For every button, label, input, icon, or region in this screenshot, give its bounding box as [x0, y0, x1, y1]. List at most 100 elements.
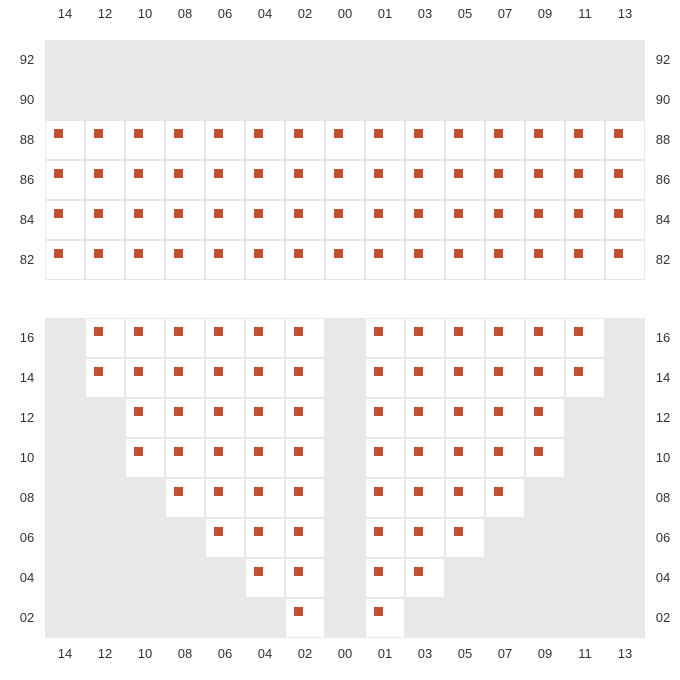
bot-seat-r04-c03[interactable] [405, 558, 445, 598]
bot-seat-r16-c08[interactable] [165, 318, 205, 358]
bot-seat-r02-c14[interactable] [45, 598, 85, 638]
top-seat-r84-c14[interactable] [45, 200, 85, 240]
bot-seat-r04-c04[interactable] [245, 558, 285, 598]
top-seat-r86-c03[interactable] [405, 160, 445, 200]
top-seat-r92-c14[interactable] [45, 40, 85, 80]
bot-seat-r02-c09[interactable] [525, 598, 565, 638]
top-seat-r84-c06[interactable] [205, 200, 245, 240]
top-seat-r86-c02[interactable] [285, 160, 325, 200]
bot-seat-r04-c10[interactable] [125, 558, 165, 598]
bot-seat-r16-c10[interactable] [125, 318, 165, 358]
bot-seat-r10-c02[interactable] [285, 438, 325, 478]
top-seat-r92-c01[interactable] [365, 40, 405, 80]
bot-seat-r04-c00[interactable] [325, 558, 365, 598]
top-seat-r84-c04[interactable] [245, 200, 285, 240]
bot-seat-r14-c01[interactable] [365, 358, 405, 398]
top-seat-r90-c14[interactable] [45, 80, 85, 120]
bot-seat-r16-c05[interactable] [445, 318, 485, 358]
bot-seat-r10-c09[interactable] [525, 438, 565, 478]
top-seat-r88-c07[interactable] [485, 120, 525, 160]
bot-seat-r16-c04[interactable] [245, 318, 285, 358]
top-seat-r92-c00[interactable] [325, 40, 365, 80]
top-seat-r92-c12[interactable] [85, 40, 125, 80]
bot-seat-r10-c11[interactable] [565, 438, 605, 478]
bot-seat-r06-c07[interactable] [485, 518, 525, 558]
bot-seat-r12-c02[interactable] [285, 398, 325, 438]
bot-seat-r04-c11[interactable] [565, 558, 605, 598]
top-seat-r88-c13[interactable] [605, 120, 645, 160]
top-seat-r82-c07[interactable] [485, 240, 525, 280]
top-seat-r90-c05[interactable] [445, 80, 485, 120]
bot-seat-r12-c11[interactable] [565, 398, 605, 438]
bot-seat-r14-c09[interactable] [525, 358, 565, 398]
top-seat-r92-c07[interactable] [485, 40, 525, 80]
bot-seat-r12-c09[interactable] [525, 398, 565, 438]
top-seat-r88-c06[interactable] [205, 120, 245, 160]
bot-seat-r14-c03[interactable] [405, 358, 445, 398]
bot-seat-r14-c05[interactable] [445, 358, 485, 398]
top-seat-r82-c12[interactable] [85, 240, 125, 280]
top-seat-r92-c13[interactable] [605, 40, 645, 80]
top-seat-r86-c14[interactable] [45, 160, 85, 200]
bot-seat-r14-c13[interactable] [605, 358, 645, 398]
top-seat-r86-c07[interactable] [485, 160, 525, 200]
bot-seat-r02-c13[interactable] [605, 598, 645, 638]
bot-seat-r08-c03[interactable] [405, 478, 445, 518]
bot-seat-r10-c04[interactable] [245, 438, 285, 478]
bot-seat-r12-c03[interactable] [405, 398, 445, 438]
top-seat-r90-c12[interactable] [85, 80, 125, 120]
bot-seat-r08-c01[interactable] [365, 478, 405, 518]
top-seat-r88-c04[interactable] [245, 120, 285, 160]
bot-seat-r04-c02[interactable] [285, 558, 325, 598]
bot-seat-r04-c09[interactable] [525, 558, 565, 598]
bot-seat-r02-c12[interactable] [85, 598, 125, 638]
bot-seat-r08-c10[interactable] [125, 478, 165, 518]
bot-seat-r10-c10[interactable] [125, 438, 165, 478]
top-seat-r88-c02[interactable] [285, 120, 325, 160]
top-seat-r82-c09[interactable] [525, 240, 565, 280]
bot-seat-r02-c08[interactable] [165, 598, 205, 638]
bot-seat-r14-c10[interactable] [125, 358, 165, 398]
bot-seat-r04-c08[interactable] [165, 558, 205, 598]
top-seat-r82-c10[interactable] [125, 240, 165, 280]
top-seat-r86-c06[interactable] [205, 160, 245, 200]
top-seat-r88-c03[interactable] [405, 120, 445, 160]
bot-seat-r06-c13[interactable] [605, 518, 645, 558]
top-seat-r92-c08[interactable] [165, 40, 205, 80]
top-seat-r84-c01[interactable] [365, 200, 405, 240]
bot-seat-r06-c09[interactable] [525, 518, 565, 558]
bot-seat-r10-c07[interactable] [485, 438, 525, 478]
bot-seat-r08-c08[interactable] [165, 478, 205, 518]
top-seat-r92-c06[interactable] [205, 40, 245, 80]
top-seat-r82-c03[interactable] [405, 240, 445, 280]
bot-seat-r06-c11[interactable] [565, 518, 605, 558]
top-seat-r86-c12[interactable] [85, 160, 125, 200]
top-seat-r92-c10[interactable] [125, 40, 165, 80]
bot-seat-r16-c09[interactable] [525, 318, 565, 358]
top-seat-r84-c12[interactable] [85, 200, 125, 240]
top-seat-r92-c02[interactable] [285, 40, 325, 80]
top-seat-r86-c13[interactable] [605, 160, 645, 200]
bot-seat-r04-c07[interactable] [485, 558, 525, 598]
bot-seat-r08-c13[interactable] [605, 478, 645, 518]
bot-seat-r04-c13[interactable] [605, 558, 645, 598]
bot-seat-r10-c00[interactable] [325, 438, 365, 478]
bot-seat-r04-c05[interactable] [445, 558, 485, 598]
top-seat-r82-c08[interactable] [165, 240, 205, 280]
top-seat-r86-c04[interactable] [245, 160, 285, 200]
bot-seat-r16-c06[interactable] [205, 318, 245, 358]
top-seat-r92-c04[interactable] [245, 40, 285, 80]
bot-seat-r06-c02[interactable] [285, 518, 325, 558]
bot-seat-r08-c02[interactable] [285, 478, 325, 518]
bot-seat-r04-c12[interactable] [85, 558, 125, 598]
bot-seat-r06-c00[interactable] [325, 518, 365, 558]
bot-seat-r16-c02[interactable] [285, 318, 325, 358]
top-seat-r90-c07[interactable] [485, 80, 525, 120]
bot-seat-r12-c05[interactable] [445, 398, 485, 438]
top-seat-r90-c13[interactable] [605, 80, 645, 120]
top-seat-r88-c08[interactable] [165, 120, 205, 160]
bot-seat-r08-c00[interactable] [325, 478, 365, 518]
bot-seat-r16-c01[interactable] [365, 318, 405, 358]
bot-seat-r10-c08[interactable] [165, 438, 205, 478]
bot-seat-r06-c06[interactable] [205, 518, 245, 558]
